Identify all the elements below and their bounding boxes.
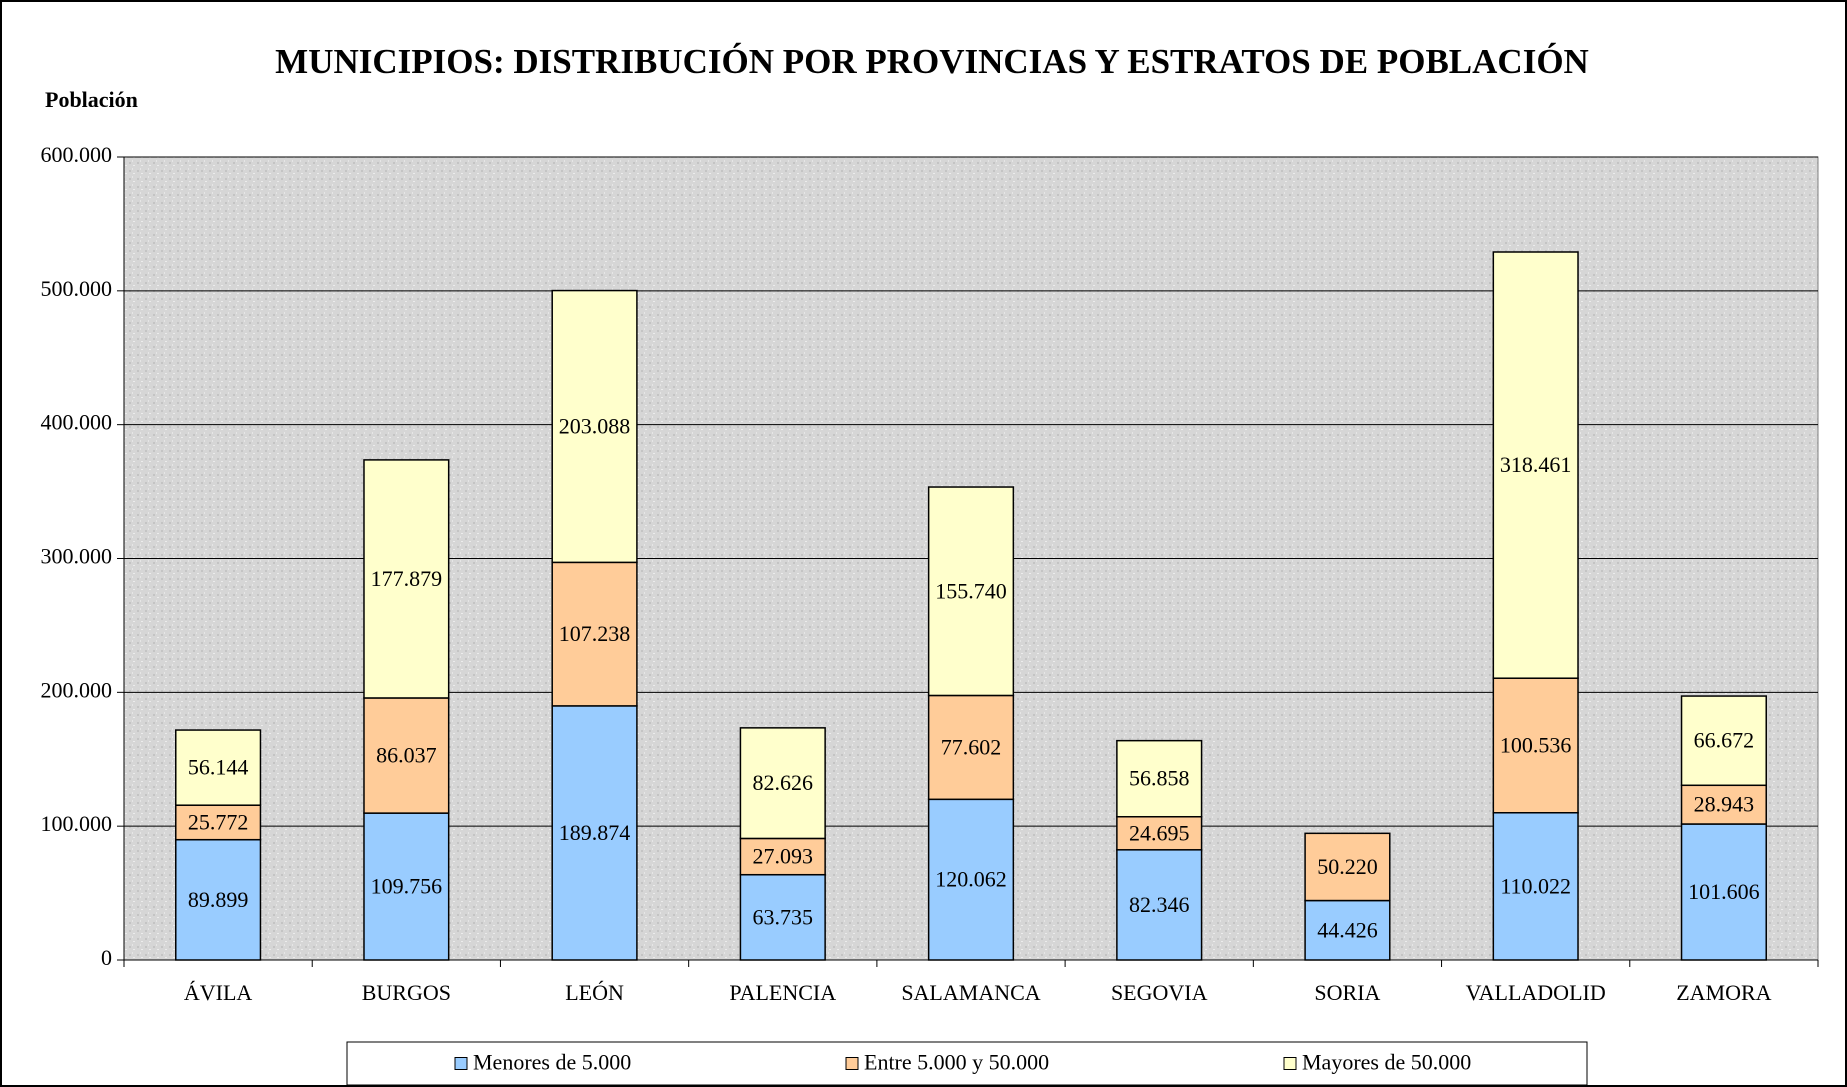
bar-segment: [175, 838, 262, 961]
x-tick-label: ÁVILA: [184, 980, 253, 1005]
data-label: 189.874: [559, 820, 631, 845]
x-tick-label: SALAMANCA: [901, 980, 1040, 1005]
bar-segment: [363, 459, 450, 699]
bar-segment: [1304, 899, 1391, 961]
x-tick-label: LEÓN: [565, 980, 624, 1005]
bar-segment: [175, 804, 262, 841]
bar-segment: [1492, 677, 1579, 814]
legend-label: Entre 5.000 y 50.000: [864, 1050, 1049, 1075]
bar-segment: [551, 561, 638, 707]
data-label: 107.238: [559, 621, 631, 646]
legend-label: Menores de 5.000: [473, 1050, 631, 1075]
x-tick-label: VALLADOLID: [1466, 980, 1606, 1005]
bar-segment: [739, 727, 826, 840]
bar-segment: [1116, 849, 1203, 961]
bar-segment: [1304, 832, 1391, 902]
y-tick-label: 500.000: [41, 276, 113, 301]
bar-segment: [1116, 815, 1203, 851]
data-label: 77.602: [941, 734, 1002, 759]
data-label: 63.735: [753, 904, 814, 929]
bar-segment: [1680, 695, 1767, 787]
data-label: 109.756: [371, 874, 443, 899]
bar-segment: [551, 705, 638, 961]
data-label: 89.899: [188, 887, 249, 912]
y-axis-label: Población: [45, 87, 138, 112]
y-tick-label: 0: [101, 945, 112, 970]
data-label: 318.461: [1500, 452, 1572, 477]
data-label: 24.695: [1129, 820, 1190, 845]
x-tick-label: ZAMORA: [1676, 980, 1771, 1005]
legend-swatch: [454, 1057, 468, 1070]
bar-segment: [1492, 251, 1579, 679]
legend-swatch: [1283, 1057, 1297, 1070]
x-tick-label: SORIA: [1314, 980, 1380, 1005]
plot: 0 100.000 200.000 300.000 400.000 500.000 600.…: [41, 142, 1819, 1086]
bar-segment: [927, 694, 1015, 801]
data-label: 28.943: [1694, 792, 1755, 817]
legend-box: [346, 1041, 1588, 1086]
legend-swatch: [845, 1057, 859, 1070]
bar-segment: [927, 798, 1015, 961]
data-label: 56.144: [188, 755, 249, 780]
bar-segment: [739, 873, 826, 961]
data-label: 44.426: [1317, 917, 1378, 942]
data-label: 25.772: [188, 809, 249, 834]
data-label: 110.022: [1500, 873, 1571, 898]
data-label: 82.626: [753, 770, 814, 795]
data-label: 100.536: [1500, 733, 1572, 758]
legend-label: Mayores de 50.000: [1302, 1050, 1471, 1075]
bar-segment: [363, 812, 450, 961]
x-tick-label: BURGOS: [362, 980, 451, 1005]
y-tick-label: 600.000: [41, 142, 113, 167]
y-tick-label: 400.000: [41, 410, 113, 435]
data-label: 66.672: [1694, 728, 1755, 753]
bar-segment: [927, 486, 1015, 697]
data-label: 56.858: [1129, 766, 1190, 791]
data-label: 86.037: [376, 743, 437, 768]
data-label: 82.346: [1129, 892, 1190, 917]
bar-segment: [363, 697, 450, 814]
bar-segment: [1116, 739, 1203, 818]
y-tick-label: 100.000: [41, 811, 113, 836]
data-label: 101.606: [1688, 879, 1760, 904]
data-label: 27.093: [753, 844, 814, 869]
bar-segment: [175, 729, 262, 806]
x-tick-label: PALENCIA: [729, 980, 836, 1005]
data-label: 155.740: [935, 578, 1007, 603]
data-label: 177.879: [371, 566, 443, 591]
data-label: 120.062: [935, 867, 1007, 892]
chart-title: MUNICIPIOS: DISTRIBUCIÓN POR PROVINCIAS …: [275, 41, 1589, 81]
bar-segment: [1492, 812, 1579, 961]
y-tick-label: 200.000: [41, 677, 113, 702]
bar-segment: [551, 289, 638, 564]
bar-segment: [1680, 823, 1767, 961]
y-tick-label: 300.000: [41, 544, 113, 569]
data-label: 203.088: [559, 414, 631, 439]
data-label: 50.220: [1317, 854, 1378, 879]
x-tick-label: SEGOVIA: [1111, 980, 1208, 1005]
